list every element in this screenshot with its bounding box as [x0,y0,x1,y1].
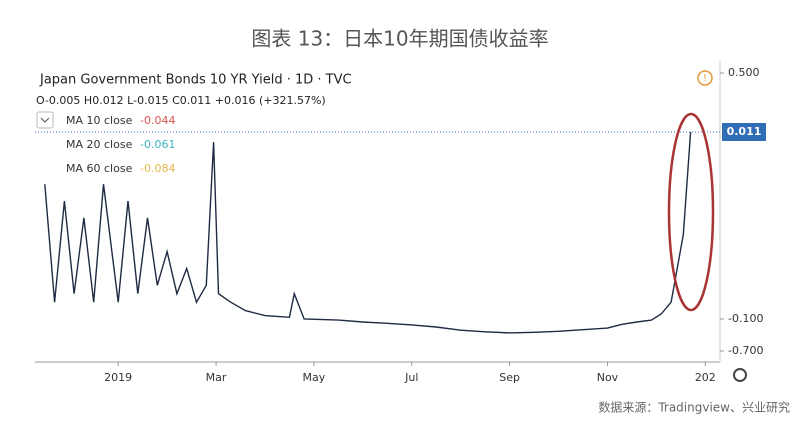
collapse-button[interactable] [36,111,54,129]
last-price-label: 0.011 [727,125,762,138]
chart-title: 图表 13：日本10年期国债收益率 [251,27,548,51]
y-tick-label: -0.700 [728,344,763,357]
x-tick-label: May [303,371,326,384]
price-line [44,131,692,334]
y-tick-label: -0.100 [728,312,763,325]
alert-icon[interactable] [697,70,713,86]
indicator-name: MA 60 close [66,162,133,175]
highlight-ellipse [667,112,715,312]
plot [35,131,720,334]
indicator-value: -0.084 [140,162,175,175]
x-tick-label: Jul [404,371,418,384]
x-tick-label: Sep [499,371,520,384]
indicator-name: MA 10 close [66,114,133,127]
x-tick-label: 2019 [104,371,132,384]
indicator-value: -0.044 [140,114,175,127]
indicator-name: MA 20 close [66,138,133,151]
indicator-value: -0.061 [140,138,175,151]
source: 数据来源：Tradingview、兴业研究 [598,400,790,415]
ohlc: O-0.005 H0.012 L-0.015 C0.011 +0.016 (+3… [36,94,326,107]
collapse-icon [40,117,50,123]
last-price-box [722,123,766,141]
y-tick-label: 0.500 [728,66,760,79]
symbol-title: Japan Government Bonds 10 YR Yield · 1D … [39,73,352,88]
settings-icon[interactable] [733,368,747,382]
alert-mark: ! [703,73,707,84]
x-tick-label: 202 [695,371,716,384]
x-tick-label: Nov [597,371,619,384]
x-tick-label: Mar [206,371,227,384]
